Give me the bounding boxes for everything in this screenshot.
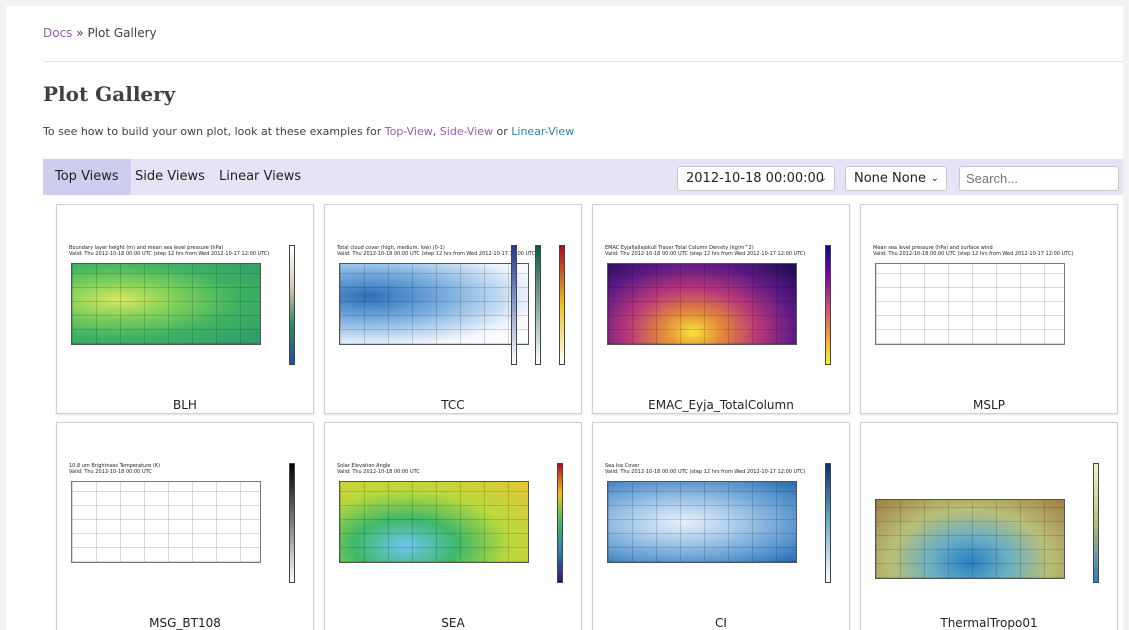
plot-caption: ThermalTropo01 bbox=[940, 616, 1038, 630]
chevron-down-icon: ⌄ bbox=[818, 173, 827, 184]
plot-map-thumbnail bbox=[875, 499, 1065, 579]
tab-top-views[interactable]: Top Views bbox=[43, 159, 131, 195]
time-select-value: 2012-10-18 00:00:00 bbox=[686, 171, 825, 186]
search-input[interactable] bbox=[959, 166, 1119, 191]
plot-map-thumbnail bbox=[71, 481, 261, 563]
plot-colorbar bbox=[825, 463, 831, 583]
plot-card-ci[interactable]: Sea Ice Cover Valid: Thu 2012-10-18 00:00… bbox=[592, 422, 850, 630]
plot-colorbar bbox=[289, 245, 295, 365]
plot-colorbar bbox=[535, 245, 541, 365]
divider bbox=[43, 61, 1123, 62]
plot-map-thumbnail bbox=[71, 263, 261, 345]
plot-colorbar bbox=[1093, 463, 1099, 583]
tab-side-views[interactable]: Side Views bbox=[135, 169, 205, 184]
plot-caption: BLH bbox=[173, 398, 197, 412]
plot-map-thumbnail bbox=[339, 481, 529, 563]
linear-view-link[interactable]: Linear-View bbox=[511, 125, 575, 138]
plot-colorbar bbox=[559, 245, 565, 365]
plot-title: EMAC Eyjafjallajokull Tracer Total Colum… bbox=[605, 245, 754, 251]
plot-caption: SEA bbox=[441, 616, 465, 630]
plot-valid-time: Valid: Thu 2012-10-18 00:00 UTC (step 12… bbox=[873, 251, 1074, 257]
page-title: Plot Gallery bbox=[43, 82, 176, 106]
breadcrumb-docs-link[interactable]: Docs bbox=[43, 26, 73, 40]
plot-map-thumbnail bbox=[607, 263, 797, 345]
intro-sep-2: or bbox=[493, 125, 512, 138]
plot-colorbar bbox=[557, 463, 563, 583]
plot-valid-time: Valid: Thu 2012-10-18 00:00 UTC bbox=[337, 469, 420, 475]
plot-caption: MSLP bbox=[973, 398, 1005, 412]
plot-title: Mean sea level pressure (hPa) and surfac… bbox=[873, 245, 993, 251]
plot-map-thumbnail bbox=[339, 263, 529, 345]
intro-sep-1: , bbox=[432, 125, 440, 138]
plot-card-blh[interactable]: Boundary layer height (m) and mean sea l… bbox=[56, 204, 314, 414]
intro-text: To see how to build your own plot, look … bbox=[43, 125, 574, 138]
plot-card-emac-eyja-totalcolumn[interactable]: EMAC Eyjafjallajokull Tracer Total Colum… bbox=[592, 204, 850, 414]
page: Docs » Plot Gallery Plot Gallery To see … bbox=[6, 6, 1123, 630]
plot-valid-time: Valid: Thu 2012-10-18 00:00 UTC (step 12… bbox=[605, 251, 806, 257]
plot-valid-time: Valid: Thu 2012-10-18 00:00 UTC (step 12… bbox=[605, 469, 806, 475]
plot-map-thumbnail bbox=[607, 481, 797, 563]
plot-card-msg-bt108[interactable]: 10.8 um Brightness Temperature (K) Valid:… bbox=[56, 422, 314, 630]
plot-title: 10.8 um Brightness Temperature (K) bbox=[69, 463, 161, 469]
level-select-value: None None bbox=[854, 171, 926, 186]
plot-title: Boundary layer height (m) and mean sea l… bbox=[69, 245, 224, 251]
time-select[interactable]: 2012-10-18 00:00:00 ⌄ bbox=[677, 166, 835, 191]
chevron-down-icon: ⌄ bbox=[930, 173, 939, 184]
plot-valid-time: Valid: Thu 2012-10-18 00:00 UTC bbox=[69, 469, 152, 475]
plot-valid-time: Valid: Thu 2012-10-18 00:00 UTC (step 12… bbox=[69, 251, 270, 257]
plot-card-tcc[interactable]: Total cloud cover (high, medium, low) (0… bbox=[324, 204, 582, 414]
side-view-link[interactable]: Side-View bbox=[439, 125, 494, 138]
plot-map-thumbnail bbox=[875, 263, 1065, 345]
plot-title: Total cloud cover (high, medium, low) (0… bbox=[337, 245, 445, 251]
plot-card-thermaltropo01[interactable]: ThermalTropo01 bbox=[860, 422, 1118, 630]
plot-card-sea[interactable]: Solar Elevation Angle Valid: Thu 2012-10-… bbox=[324, 422, 582, 630]
plot-valid-time: Valid: Thu 2012-10-18 00:00 UTC (step 12… bbox=[337, 251, 538, 257]
plot-caption: TCC bbox=[441, 398, 465, 412]
breadcrumb: Docs » Plot Gallery bbox=[43, 26, 157, 40]
level-select[interactable]: None None ⌄ bbox=[845, 166, 947, 191]
plot-caption: EMAC_Eyja_TotalColumn bbox=[648, 398, 794, 412]
top-view-link[interactable]: Top-View bbox=[384, 125, 433, 138]
plot-title: Sea Ice Cover bbox=[605, 463, 640, 469]
intro-lead: To see how to build your own plot, look … bbox=[43, 125, 385, 138]
plot-caption: MSG_BT108 bbox=[149, 616, 221, 630]
plot-title: Solar Elevation Angle bbox=[337, 463, 391, 469]
view-tabbar: Top Views Side Views Linear Views 2012-1… bbox=[43, 159, 1123, 195]
plot-card-mslp[interactable]: Mean sea level pressure (hPa) and surfac… bbox=[860, 204, 1118, 414]
plot-caption: CI bbox=[715, 616, 727, 630]
plot-colorbar bbox=[825, 245, 831, 365]
plot-colorbar bbox=[511, 245, 517, 365]
breadcrumb-current: Plot Gallery bbox=[87, 26, 157, 40]
plot-colorbar bbox=[289, 463, 295, 583]
breadcrumb-separator: » bbox=[76, 26, 84, 40]
tab-linear-views[interactable]: Linear Views bbox=[219, 169, 302, 184]
